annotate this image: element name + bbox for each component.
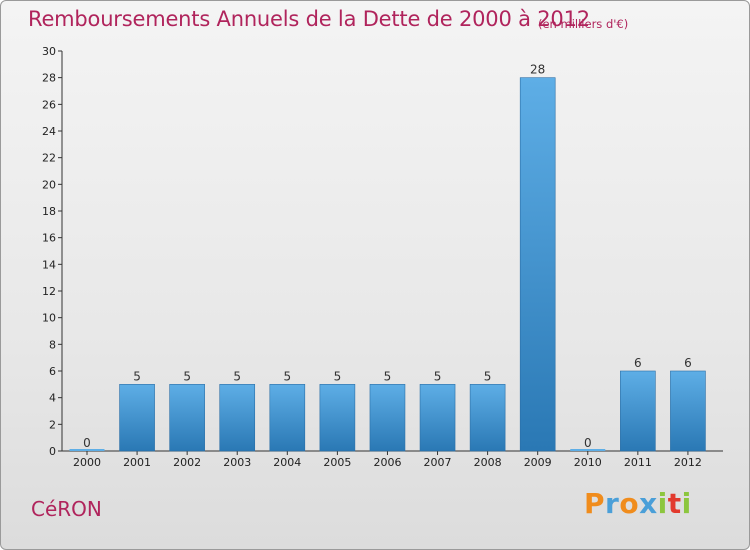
data-label: 5	[233, 369, 241, 383]
x-tick-label: 2006	[373, 456, 401, 469]
y-tick-label: 12	[42, 285, 56, 298]
data-label: 5	[434, 369, 442, 383]
x-tick-label: 2011	[624, 456, 652, 469]
data-label: 5	[384, 369, 392, 383]
x-tick-label: 2002	[173, 456, 201, 469]
logo-letter: i	[657, 487, 668, 520]
y-tick-label: 24	[42, 125, 56, 138]
data-label: 5	[484, 369, 492, 383]
x-tick-label: 2010	[574, 456, 602, 469]
x-tick-label: 2012	[674, 456, 702, 469]
chart-title: Remboursements Annuels de la Dette de 20…	[28, 7, 590, 31]
bar	[469, 384, 506, 452]
bar	[419, 384, 456, 452]
bar	[119, 384, 155, 452]
y-tick-label: 26	[42, 98, 56, 111]
x-tick-label: 2000	[73, 456, 101, 469]
y-tick-label: 30	[42, 45, 56, 58]
y-tick-label: 14	[42, 258, 56, 271]
bar	[519, 77, 556, 452]
data-label: 0	[584, 436, 592, 450]
bar	[319, 384, 356, 452]
y-tick-label: 18	[42, 205, 56, 218]
y-tick-label: 20	[42, 178, 56, 191]
bar	[670, 370, 706, 452]
bar	[219, 384, 256, 452]
x-tick-label: 2008	[474, 456, 502, 469]
data-label: 5	[334, 369, 342, 383]
proxiti-logo: Proxiti	[584, 487, 692, 520]
bar	[620, 370, 656, 452]
logo-letter: i	[681, 487, 692, 520]
data-label: 28	[530, 63, 545, 77]
y-tick-label: 10	[42, 312, 56, 325]
x-tick-label: 2003	[223, 456, 251, 469]
y-tick-label: 4	[49, 392, 56, 405]
x-tick-label: 2001	[123, 456, 151, 469]
y-tick-label: 6	[49, 365, 56, 378]
x-tick-label: 2007	[424, 456, 452, 469]
data-label: 5	[283, 369, 291, 383]
x-tick-label: 2004	[273, 456, 301, 469]
chart-bars	[69, 77, 706, 452]
bar	[169, 384, 205, 452]
logo-letter: r	[605, 487, 620, 520]
bar	[269, 384, 306, 452]
logo-letter: P	[584, 487, 606, 520]
logo-letter: t	[667, 487, 682, 520]
logo-letter: x	[639, 487, 658, 520]
x-tick-label: 2009	[524, 456, 552, 469]
x-tick-label: 2005	[323, 456, 351, 469]
chart-subtitle: (en milliers d'€)	[538, 17, 629, 31]
y-tick-label: 28	[42, 72, 56, 85]
y-tick-label: 22	[42, 152, 56, 165]
data-label: 0	[83, 436, 91, 450]
data-label: 6	[684, 356, 692, 370]
logo-letter: o	[619, 487, 640, 520]
bar	[369, 384, 406, 452]
data-label: 5	[183, 369, 191, 383]
data-label: 5	[133, 369, 141, 383]
commune-name: CéRON	[31, 497, 102, 521]
y-tick-label: 8	[49, 338, 56, 351]
y-tick-label: 2	[49, 418, 56, 431]
data-label: 6	[634, 356, 642, 370]
y-tick-label: 16	[42, 232, 56, 245]
chart-labels: 2000 0 2001 5 2002 5 2003 5 2004 5 2005 5 2006 5 2007 5…	[73, 63, 702, 469]
y-tick-label: 0	[49, 445, 56, 458]
